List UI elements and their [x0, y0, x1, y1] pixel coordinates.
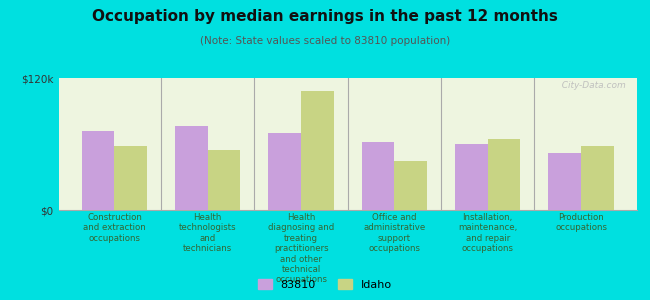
Text: Production
occupations: Production occupations [555, 213, 607, 233]
Bar [301, 91, 333, 210]
Text: Health
diagnosing and
treating
practitioners
and other
technical
occupations: Health diagnosing and treating practitio… [268, 213, 334, 284]
Text: Office and
administrative
support
occupations: Office and administrative support occupa… [363, 213, 426, 253]
Bar [268, 133, 301, 210]
Bar [488, 139, 521, 210]
Legend: 83810, Idaho: 83810, Idaho [254, 275, 396, 294]
Bar [208, 149, 240, 210]
Text: Construction
and extraction
occupations: Construction and extraction occupations [83, 213, 146, 243]
Text: Health
technologists
and
technicians: Health technologists and technicians [179, 213, 237, 253]
Bar [114, 146, 147, 210]
Bar [549, 153, 581, 210]
Bar [395, 160, 427, 210]
Text: (Note: State values scaled to 83810 population): (Note: State values scaled to 83810 popu… [200, 36, 450, 46]
Bar [175, 126, 208, 210]
Bar [455, 144, 488, 210]
Bar [362, 142, 395, 210]
Bar [581, 146, 614, 210]
Text: Installation,
maintenance,
and repair
occupations: Installation, maintenance, and repair oc… [458, 213, 517, 253]
Bar [82, 131, 114, 210]
Text: City-Data.com: City-Data.com [556, 81, 625, 90]
Text: Occupation by median earnings in the past 12 months: Occupation by median earnings in the pas… [92, 9, 558, 24]
